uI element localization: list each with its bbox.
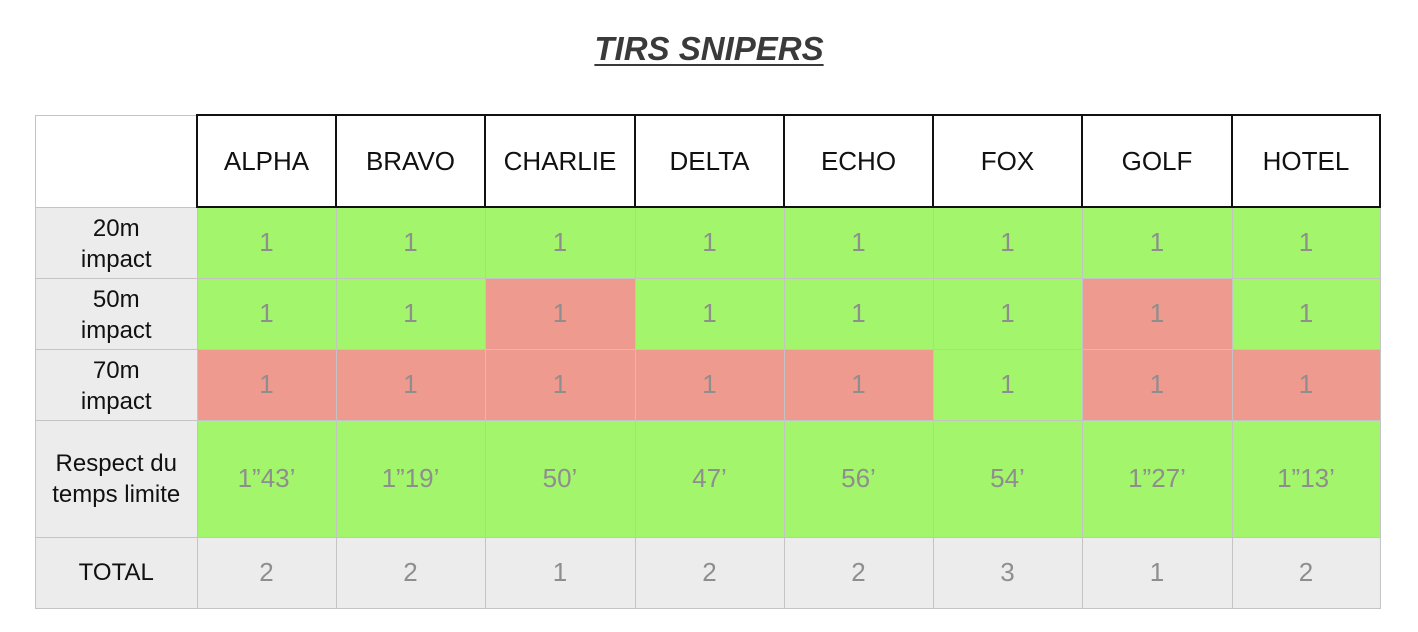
score-cell: 1 bbox=[196, 206, 337, 279]
time-cell: 50’ bbox=[484, 419, 636, 538]
score-cell: 1 bbox=[1081, 348, 1233, 421]
time-cell: 1”27’ bbox=[1081, 419, 1233, 538]
row-label-20m: 20m impact bbox=[35, 206, 198, 279]
team-header-echo: ECHO bbox=[783, 114, 934, 208]
row-50m: 50m impact 1 1 1 1 1 1 1 1 bbox=[35, 277, 1381, 350]
row-time-limit: Respect du temps limite 1”43’ 1”19’ 50’ … bbox=[35, 419, 1381, 538]
total-cell: 2 bbox=[634, 536, 785, 609]
score-cell: 1 bbox=[932, 348, 1083, 421]
score-cell: 1 bbox=[932, 206, 1083, 279]
score-cell: 1 bbox=[1231, 206, 1381, 279]
total-cell: 3 bbox=[932, 536, 1083, 609]
score-cell: 1 bbox=[335, 348, 486, 421]
total-cell: 2 bbox=[783, 536, 934, 609]
corner-cell bbox=[35, 114, 198, 208]
score-cell: 1 bbox=[1081, 277, 1233, 350]
row-label-total: TOTAL bbox=[35, 536, 198, 609]
total-cell: 2 bbox=[335, 536, 486, 609]
score-cell: 1 bbox=[335, 277, 486, 350]
row-label-70m: 70m impact bbox=[35, 348, 198, 421]
team-header-charlie: CHARLIE bbox=[484, 114, 636, 208]
score-cell: 1 bbox=[932, 277, 1083, 350]
time-cell: 54’ bbox=[932, 419, 1083, 538]
total-cell: 2 bbox=[196, 536, 337, 609]
team-header-fox: FOX bbox=[932, 114, 1083, 208]
score-cell: 1 bbox=[1231, 348, 1381, 421]
scores-table: ALPHA BRAVO CHARLIE DELTA ECHO FOX GOLF … bbox=[35, 114, 1381, 609]
score-cell: 1 bbox=[634, 348, 785, 421]
row-label-time-limit: Respect du temps limite bbox=[35, 419, 198, 538]
row-label-50m: 50m impact bbox=[35, 277, 198, 350]
time-cell: 1”43’ bbox=[196, 419, 337, 538]
score-cell: 1 bbox=[634, 206, 785, 279]
row-70m: 70m impact 1 1 1 1 1 1 1 1 bbox=[35, 348, 1381, 421]
score-cell: 1 bbox=[1081, 206, 1233, 279]
total-cell: 1 bbox=[1081, 536, 1233, 609]
time-cell: 1”19’ bbox=[335, 419, 486, 538]
page-title: TIRS SNIPERS bbox=[594, 30, 824, 67]
score-cell: 1 bbox=[335, 206, 486, 279]
header-row: ALPHA BRAVO CHARLIE DELTA ECHO FOX GOLF … bbox=[35, 114, 1381, 208]
score-cell: 1 bbox=[196, 348, 337, 421]
score-cell: 1 bbox=[484, 277, 636, 350]
time-cell: 1”13’ bbox=[1231, 419, 1381, 538]
score-cell: 1 bbox=[634, 277, 785, 350]
score-cell: 1 bbox=[783, 277, 934, 350]
row-20m: 20m impact 1 1 1 1 1 1 1 1 bbox=[35, 206, 1381, 279]
row-total: TOTAL 2 2 1 2 2 3 1 2 bbox=[35, 536, 1381, 609]
score-cell: 1 bbox=[484, 206, 636, 279]
team-header-hotel: HOTEL bbox=[1231, 114, 1381, 208]
score-cell: 1 bbox=[783, 348, 934, 421]
score-cell: 1 bbox=[484, 348, 636, 421]
score-cell: 1 bbox=[196, 277, 337, 350]
team-header-alpha: ALPHA bbox=[196, 114, 337, 208]
total-cell: 1 bbox=[484, 536, 636, 609]
team-header-bravo: BRAVO bbox=[335, 114, 486, 208]
time-cell: 47’ bbox=[634, 419, 785, 538]
total-cell: 2 bbox=[1231, 536, 1381, 609]
score-cell: 1 bbox=[783, 206, 934, 279]
score-cell: 1 bbox=[1231, 277, 1381, 350]
team-header-golf: GOLF bbox=[1081, 114, 1233, 208]
time-cell: 56’ bbox=[783, 419, 934, 538]
team-header-delta: DELTA bbox=[634, 114, 785, 208]
